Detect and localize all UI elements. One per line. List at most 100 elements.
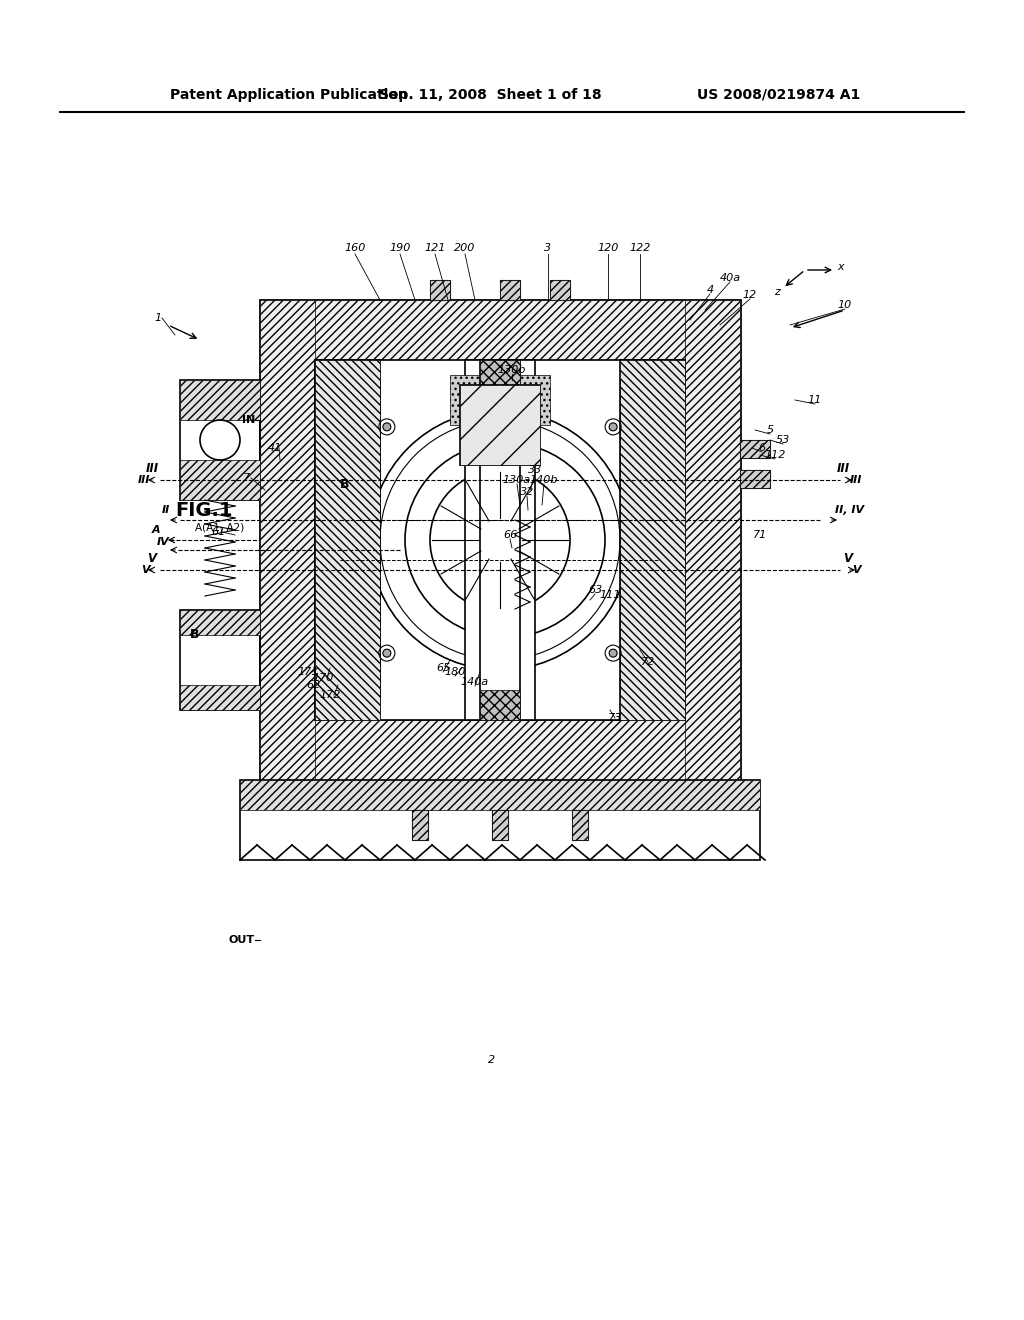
Circle shape — [383, 422, 391, 430]
Bar — [412, 810, 428, 840]
Bar — [430, 280, 450, 300]
Text: 63: 63 — [588, 585, 602, 595]
Text: B: B — [340, 479, 349, 491]
Bar — [430, 280, 450, 300]
Text: 190: 190 — [389, 243, 411, 253]
Bar — [180, 610, 260, 635]
Bar — [685, 300, 740, 780]
Bar — [572, 810, 588, 840]
Text: 180: 180 — [444, 667, 466, 677]
Bar — [740, 470, 770, 488]
Bar — [315, 360, 685, 719]
Bar — [180, 610, 260, 710]
Circle shape — [609, 649, 617, 657]
Bar — [572, 810, 588, 840]
Text: 32: 32 — [520, 487, 535, 498]
Bar — [450, 375, 550, 425]
Text: V: V — [141, 565, 150, 576]
Bar — [465, 360, 535, 719]
Bar — [260, 300, 740, 780]
Text: 130a: 130a — [503, 475, 531, 484]
Text: 160: 160 — [344, 243, 366, 253]
Bar — [740, 440, 770, 458]
Text: 140a: 140a — [461, 677, 489, 686]
Text: III: III — [145, 462, 159, 474]
Text: 171: 171 — [297, 667, 318, 677]
Text: 5: 5 — [766, 425, 773, 436]
Bar — [480, 360, 520, 719]
Bar — [260, 300, 315, 780]
Text: Patent Application Publication: Patent Application Publication — [170, 88, 408, 102]
Bar — [260, 719, 740, 780]
Text: OUT: OUT — [229, 935, 255, 945]
Bar — [240, 780, 760, 810]
Text: III: III — [137, 475, 150, 484]
Text: 4: 4 — [707, 285, 714, 294]
Text: 112: 112 — [764, 450, 785, 459]
Text: 1: 1 — [155, 313, 162, 323]
Bar — [260, 300, 740, 360]
Text: z: z — [774, 286, 780, 297]
Bar — [500, 280, 520, 300]
Bar — [740, 440, 770, 458]
Text: 12: 12 — [742, 290, 757, 300]
Text: 11: 11 — [808, 395, 822, 405]
Text: 121: 121 — [424, 243, 445, 253]
Text: 71: 71 — [753, 531, 767, 540]
Text: B: B — [190, 628, 200, 642]
Text: 140b: 140b — [529, 475, 558, 484]
Text: 10: 10 — [838, 300, 852, 310]
Bar — [240, 780, 760, 861]
Text: 72: 72 — [641, 657, 655, 667]
Bar — [315, 360, 380, 719]
Bar — [740, 470, 770, 488]
Text: 53: 53 — [776, 436, 791, 445]
Circle shape — [383, 649, 391, 657]
Bar — [180, 380, 260, 420]
Text: IN: IN — [242, 414, 255, 425]
Bar — [412, 810, 428, 840]
Text: III: III — [850, 475, 862, 484]
Bar — [620, 360, 685, 719]
Text: 41: 41 — [268, 444, 283, 453]
Bar — [180, 685, 260, 710]
Bar — [460, 385, 540, 465]
Text: 73: 73 — [608, 713, 623, 723]
Bar — [480, 690, 520, 719]
Text: II, IV: II, IV — [835, 506, 864, 515]
Text: FIG.1: FIG.1 — [175, 500, 232, 520]
Circle shape — [480, 520, 520, 560]
Text: 130b: 130b — [498, 366, 526, 375]
Text: 6: 6 — [759, 444, 766, 453]
Text: IV: IV — [158, 537, 170, 546]
Text: V: V — [844, 552, 853, 565]
Text: 122: 122 — [630, 243, 650, 253]
Text: III: III — [837, 462, 850, 474]
Text: V: V — [852, 565, 860, 576]
Text: 2: 2 — [488, 1055, 496, 1065]
Bar — [492, 810, 508, 840]
Text: 33: 33 — [528, 465, 542, 475]
Bar — [550, 280, 570, 300]
Text: US 2008/0219874 A1: US 2008/0219874 A1 — [696, 88, 860, 102]
Text: A: A — [152, 525, 160, 535]
Text: 62: 62 — [306, 680, 321, 690]
Text: 172: 172 — [319, 690, 341, 700]
Bar — [180, 380, 260, 500]
Circle shape — [609, 422, 617, 430]
Bar — [460, 385, 540, 465]
Text: 120: 120 — [597, 243, 618, 253]
Text: V: V — [147, 552, 157, 565]
Text: 170: 170 — [312, 673, 334, 682]
Text: x: x — [838, 261, 845, 272]
Text: Sep. 11, 2008  Sheet 1 of 18: Sep. 11, 2008 Sheet 1 of 18 — [379, 88, 601, 102]
Bar — [492, 810, 508, 840]
Bar — [500, 280, 520, 300]
Text: 7: 7 — [244, 473, 251, 483]
Bar — [480, 360, 520, 389]
Text: 40a: 40a — [720, 273, 740, 282]
Text: 65: 65 — [436, 663, 451, 673]
Bar — [620, 360, 685, 719]
Text: 66: 66 — [503, 531, 517, 540]
Text: 61: 61 — [211, 527, 225, 537]
